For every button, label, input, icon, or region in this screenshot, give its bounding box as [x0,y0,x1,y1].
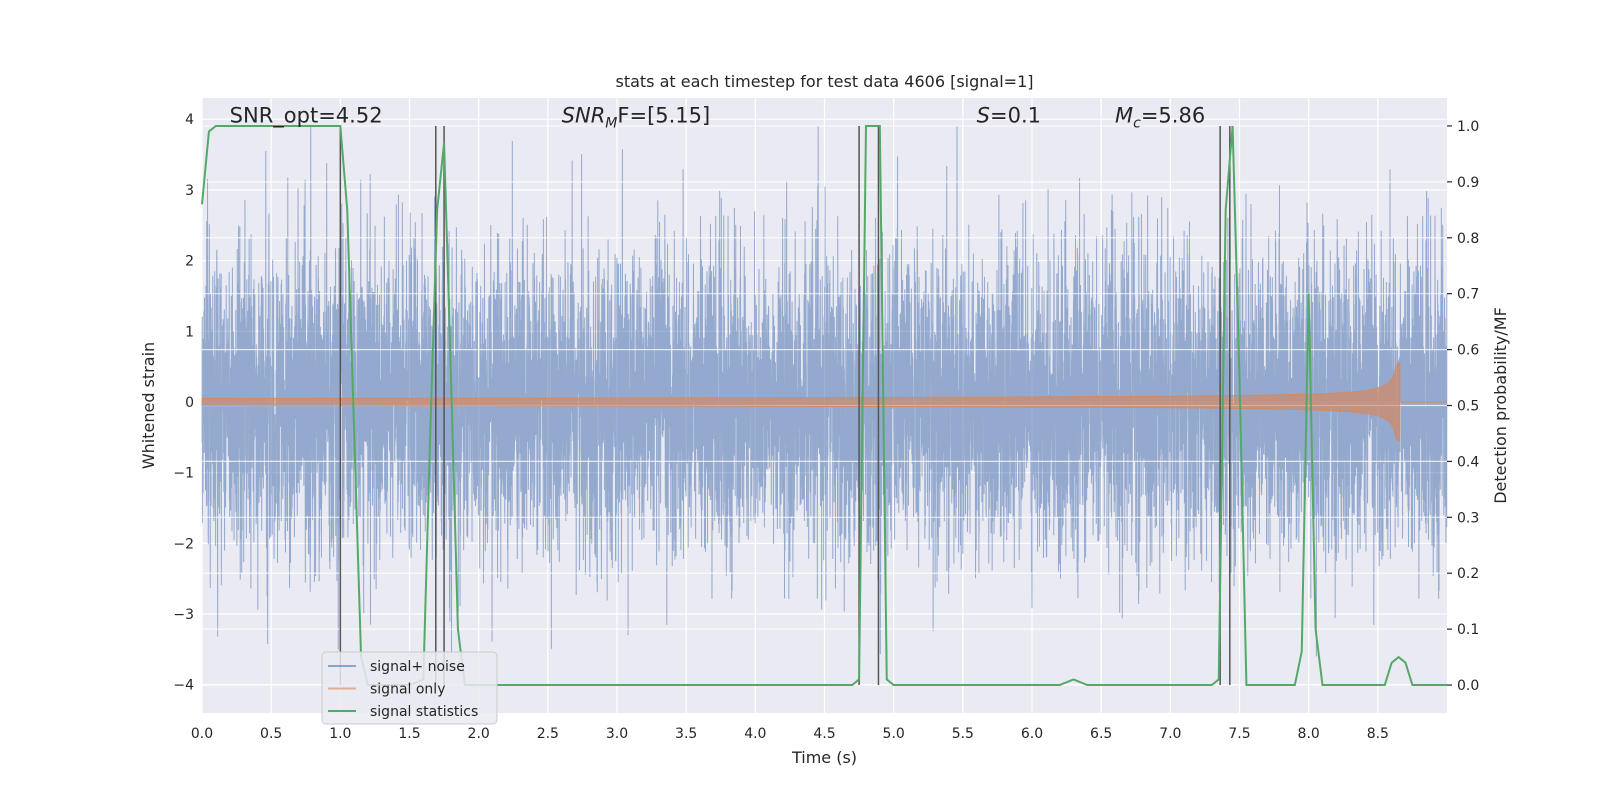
signal-noise-series [201,126,1448,657]
x-tick-label-0: 0.0 [191,726,213,742]
y-left-tick-label-0: −4 [173,678,194,694]
y-right-tick-label-10: 1.0 [1457,119,1479,135]
x-tick-label-8: 4.0 [744,726,766,742]
x-tick-label-10: 5.0 [883,726,905,742]
annotation-0: SNR_opt=4.52 [230,104,383,129]
annotation-2: S=0.1 [977,104,1041,128]
x-tick-label-3: 1.5 [398,726,420,742]
annotation-1-tail: F=[5.15] [617,104,710,128]
legend: signal+ noise signal only signal statistic… [321,651,498,725]
legend-box [321,651,498,725]
y-right-tick-label-1: 0.1 [1457,622,1479,638]
signal-statistics-line [201,124,1447,687]
x-tick-label-4: 2.0 [468,726,490,742]
x-tick-label-15: 7.5 [1228,726,1250,742]
y-right-ticks: 0.0 0.1 0.2 0.3 0.4 0.5 0.6 0.7 0.8 0.9 1.0 [1447,119,1479,694]
vertical-lines [339,125,1231,686]
y-left-tick-label-5: 1 [185,324,194,340]
legend-label-2: signal statistics [370,704,478,720]
y-left-tick-label-4: 0 [185,395,194,411]
signal-noise-line [201,126,1448,657]
y-left-tick-label-7: 3 [185,183,194,199]
x-tick-label-2: 1.0 [329,726,351,742]
y-left-tick-label-2: −2 [173,536,194,552]
x-tick-label-16: 8.0 [1298,726,1320,742]
legend-label-0: signal+ noise [370,659,465,675]
y-left-tick-label-6: 2 [185,254,194,270]
annotation-3-base: M [1115,104,1133,128]
x-ticks: 0.0 0.5 1.0 1.5 2.0 2.5 3.0 3.5 4.0 4.5 5.0 5.5 6.0 6… [191,726,1389,742]
x-tick-label-9: 4.5 [813,726,835,742]
y-left-tick-label-1: −3 [173,607,194,623]
x-tick-label-5: 2.5 [537,726,559,742]
annotations: SNR_opt=4.52 SNRMF=[5.15] S=0.1 Mc=5.86 [230,104,1206,132]
y-right-tick-label-5: 0.5 [1457,399,1479,415]
y-left-axis-label: Whitened strain [139,342,158,469]
annotation-2-base: S [977,104,990,128]
x-tick-label-12: 6.0 [1021,726,1043,742]
y-right-tick-label-6: 0.6 [1457,343,1479,359]
signal-only-series [201,362,1447,442]
x-tick-label-13: 6.5 [1090,726,1112,742]
signal-statistics-series [201,124,1447,687]
y-left-tick-label-8: 4 [185,112,194,128]
y-left-ticks: −4 −3 −2 −1 0 1 2 3 4 [173,112,194,694]
annotation-2-tail: =0.1 [990,104,1041,128]
x-tick-label-11: 5.5 [952,726,974,742]
x-tick-label-14: 7.0 [1159,726,1181,742]
y-right-tick-label-8: 0.8 [1457,231,1479,247]
y-right-tick-label-0: 0.0 [1457,678,1479,694]
annotation-1-base: SNR [562,104,606,128]
y-right-tick-label-3: 0.3 [1457,510,1479,526]
y-right-tick-label-2: 0.2 [1457,566,1479,582]
legend-label-1: signal only [370,682,445,698]
y-left-tick-label-3: −1 [173,466,194,482]
chart-title: stats at each timestep for test data 460… [615,72,1033,91]
annotation-3-tail: =5.86 [1141,104,1205,128]
y-right-tick-label-9: 0.9 [1457,175,1479,191]
signal-only-envelope [201,362,1401,442]
x-tick-label-7: 3.5 [675,726,697,742]
y-right-tick-label-7: 0.7 [1457,287,1479,303]
x-tick-label-17: 8.5 [1367,726,1389,742]
y-right-tick-label-4: 0.4 [1457,454,1479,470]
annotation-1-sub: M [605,116,617,132]
x-tick-label-6: 3.0 [606,726,628,742]
y-right-axis-label: Detection probability/MF [1491,307,1510,504]
annotation-3-sub: c [1133,116,1141,132]
annotation-1: SNRMF=[5.15] [562,104,711,132]
x-axis-label: Time (s) [791,748,857,767]
x-tick-label-1: 0.5 [260,726,282,742]
annotation-0-base: SNR_opt=4.52 [230,104,383,129]
annotation-3: Mc=5.86 [1115,104,1205,132]
